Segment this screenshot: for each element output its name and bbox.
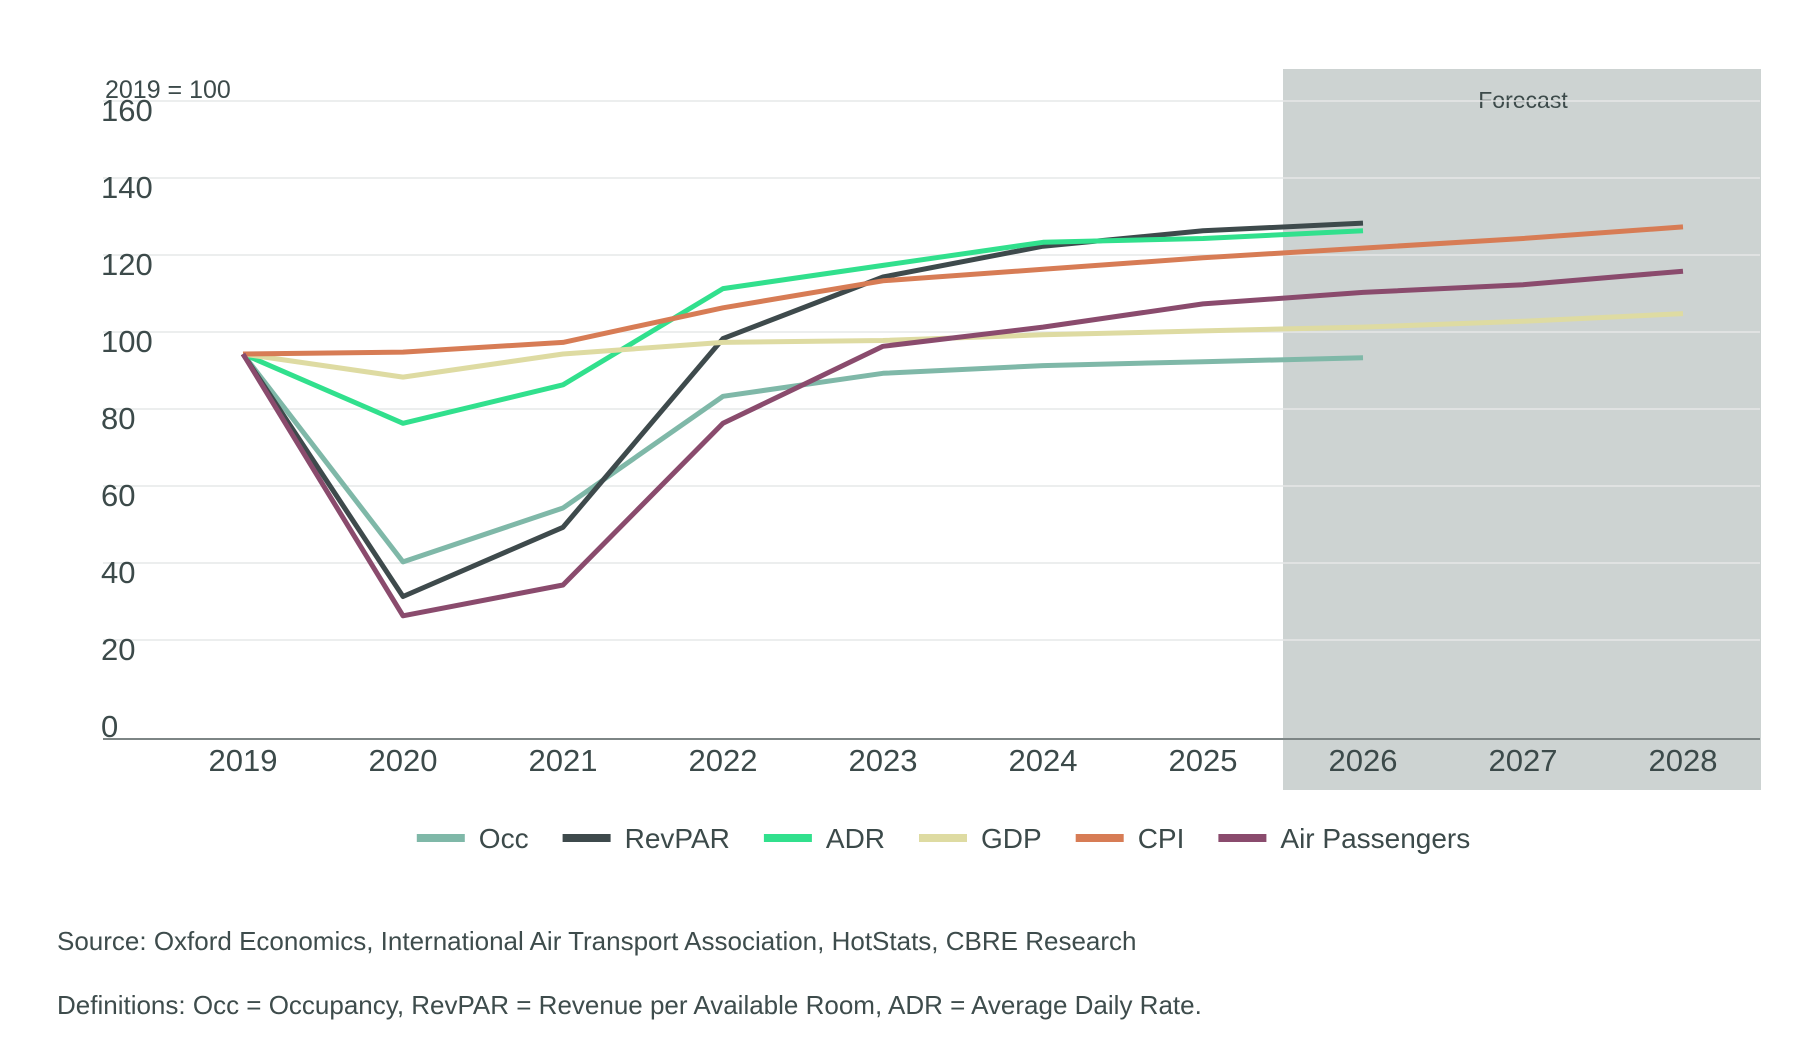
legend-item-cpi: CPI [1075, 823, 1185, 854]
legend-label: CPI [1138, 823, 1185, 854]
y-axis-unit-label: 2019 = 100 [105, 76, 231, 104]
x-tick-label: 2028 [1649, 743, 1718, 778]
legend-label: Occ [479, 823, 529, 854]
x-tick-label: 2023 [849, 743, 918, 778]
series-line-adr [242, 228, 1364, 426]
x-tick-label: 2019 [209, 743, 278, 778]
x-tick-label: 2027 [1489, 743, 1558, 778]
forecast-label: Forecast [1478, 87, 1568, 113]
legend-label: ADR [826, 823, 885, 854]
legend-item-air-passengers: Air Passengers [1218, 823, 1470, 854]
y-tick-label: 20 [101, 632, 135, 667]
y-tick-label: 80 [101, 401, 135, 436]
y-tick-label: 140 [101, 170, 153, 205]
y-tick-label: 60 [101, 478, 135, 513]
series-line-revpar [240, 220, 1364, 599]
series-line-cpi [242, 224, 1684, 357]
x-tick-label: 2021 [529, 743, 598, 778]
legend-label: GDP [981, 823, 1042, 854]
legend-item-revpar: RevPAR [562, 823, 730, 854]
x-tick-label: 2026 [1329, 743, 1398, 778]
x-tick-label: 2024 [1009, 743, 1078, 778]
x-tick-label: 2020 [369, 743, 438, 778]
y-tick-label: 160 [101, 93, 153, 128]
series-lines [240, 220, 1684, 619]
y-tick-label: 40 [101, 555, 135, 590]
x-tick-label: 2022 [689, 743, 758, 778]
legend-item-gdp: GDP [919, 823, 1042, 854]
legend: Occ RevPAR ADR GDP CPI Air Passengers [416, 823, 1470, 854]
x-tick-label: 2025 [1169, 743, 1238, 778]
source-note: Source: Oxford Economics, International … [57, 926, 1137, 956]
x-axis-tick-labels: 2019 2020 2021 2022 2023 2024 2025 2026 2027 2028 [209, 743, 1718, 778]
legend-item-occ: Occ [416, 823, 529, 854]
y-tick-label: 0 [101, 709, 118, 744]
legend-item-adr: ADR [763, 823, 885, 854]
series-line-air-passengers [240, 268, 1684, 619]
forecast-band [1283, 69, 1761, 790]
y-tick-label: 100 [101, 324, 153, 359]
legend-label: Air Passengers [1280, 823, 1470, 854]
y-axis-tick-labels: 0 20 40 60 80 100 120 140 160 [101, 93, 153, 744]
definitions-note: Definitions: Occ = Occupancy, RevPAR = R… [57, 990, 1202, 1020]
legend-label: RevPAR [625, 823, 730, 854]
y-tick-label: 120 [101, 247, 153, 282]
